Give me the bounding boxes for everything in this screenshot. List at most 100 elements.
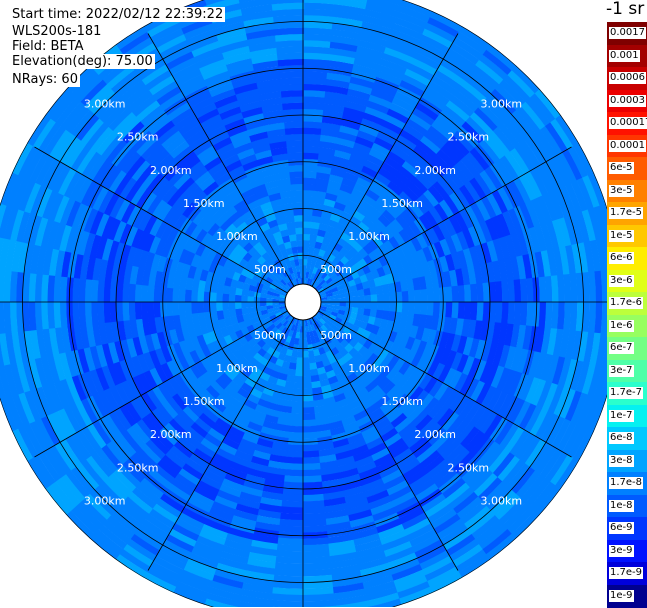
colorbar-tick-label: 6e-5 [609,162,634,174]
colorbar-tick-label: 1e-5 [609,230,634,242]
ppi-cell [303,401,315,408]
ppi-cell [287,152,303,159]
colorbar-tick-label: 0.0003 [609,95,646,107]
colorbar-tick-label: 1e-6 [609,320,634,332]
range-ring-label: 500m [320,263,352,276]
ppi-cell [501,281,509,303]
ppi-cell [122,301,130,321]
ppi-cell [302,494,324,502]
ppi-cell [303,209,313,216]
colorbar-tick-label: 1.7e-8 [609,477,643,489]
ppi-cell [303,121,323,129]
ppi-cell [296,234,303,241]
ppi-cell [302,469,321,476]
ppi-cell [103,301,111,323]
colorbar-tick-label: 6e-6 [609,252,634,264]
ppi-cell [293,209,303,216]
ppi-cell [470,302,478,321]
ppi-cell [297,351,303,358]
colorbar-tick-label: 1e-8 [609,500,634,512]
range-ring-label: 3.00km [84,494,126,507]
colorbar-tick-label: 1.7e-5 [609,207,643,219]
ppi-cell [383,293,390,302]
ppi-cell [495,281,503,303]
ppi-cell [303,332,307,339]
ppi-cell [303,240,310,247]
ppi-cell [299,259,304,266]
ppi-cell [470,284,477,303]
ppi-cell [414,290,421,303]
range-ring-label: 1.00km [348,362,390,375]
ppi-cell [302,506,325,514]
colorbar-tick-label: 1.7e-7 [609,387,643,399]
ppi-cell [427,302,434,316]
range-ring-label: 2.00km [414,164,456,177]
ppi-cell [291,407,303,414]
ppi-cell [91,301,99,324]
ppi-cell [185,302,192,315]
ppi-cell [222,302,229,311]
ppi-cell [458,302,466,320]
ppi-cell [247,296,254,302]
ppi-cell [297,246,303,253]
ppi-cell [153,301,160,317]
ppi-cell [284,469,303,477]
range-ring-label: 2.00km [414,428,456,441]
ppi-cell [302,450,319,457]
range-ring-label: 500m [320,329,352,342]
range-ring-label: 3.00km [481,494,523,507]
colorbar-tick-label: 0.0017 [609,27,646,39]
ppi-cell [166,302,173,317]
ppi-cell [364,302,371,309]
range-ring-label: 2.50km [448,131,490,144]
range-ring-label: 1.50km [183,395,225,408]
ppi-cell [147,285,154,302]
ppi-cell [303,246,309,253]
ppi-cell [191,290,198,302]
ppi-cell [364,295,371,302]
ppi-cell [408,302,415,314]
ppi-cell [286,140,304,147]
colorbar-tick-label: 3e-7 [609,365,634,377]
ppi-cell [285,463,303,471]
ppi-cell [287,146,304,153]
ppi-cell [303,370,311,377]
ppi-cell [147,301,154,318]
ppi-cell [303,234,310,241]
range-ring-label: 2.50km [448,461,490,474]
ppi-cell [178,302,185,316]
ppi-cell [185,289,192,302]
ppi-cell [228,302,235,310]
ppi-cell [197,302,204,314]
colorbar-tick-label: 3e-6 [609,275,634,287]
ppi-cell [358,302,365,309]
ppi-cell [433,302,440,317]
ppi-cell [282,96,304,104]
ppi-cell [427,288,434,302]
ppi-cell [389,302,396,312]
ppi-cell [303,152,319,159]
ppi-cell [303,357,310,364]
ppi-cell [288,432,303,439]
ppi-cell [178,289,185,303]
elevation-label: Elevation(deg): 75.00 [12,54,155,69]
ppi-cell [289,165,304,172]
ppi-cell [241,302,248,309]
ppi-cell [303,196,315,203]
ppi-cell [135,284,143,302]
ppi-cell [292,196,304,203]
ppi-cell [290,419,304,426]
range-ring-label: 2.50km [117,131,159,144]
ppi-cell [303,419,317,426]
field-label: Field: BETA [12,39,85,54]
range-ring-label: 2.50km [117,461,159,474]
colorbar-tick-label: 1e-7 [609,410,634,422]
center-hole [285,284,321,320]
colorbar-tick-label: 0.001 [609,50,640,62]
ppi-cell [303,351,309,358]
ppi-cell [433,288,440,303]
colorbar-unit: -1 sr [606,0,644,19]
range-ring-label: 1.00km [216,362,258,375]
ppi-cell [389,292,396,302]
colorbar-tick-label: 1e-9 [609,590,634,602]
